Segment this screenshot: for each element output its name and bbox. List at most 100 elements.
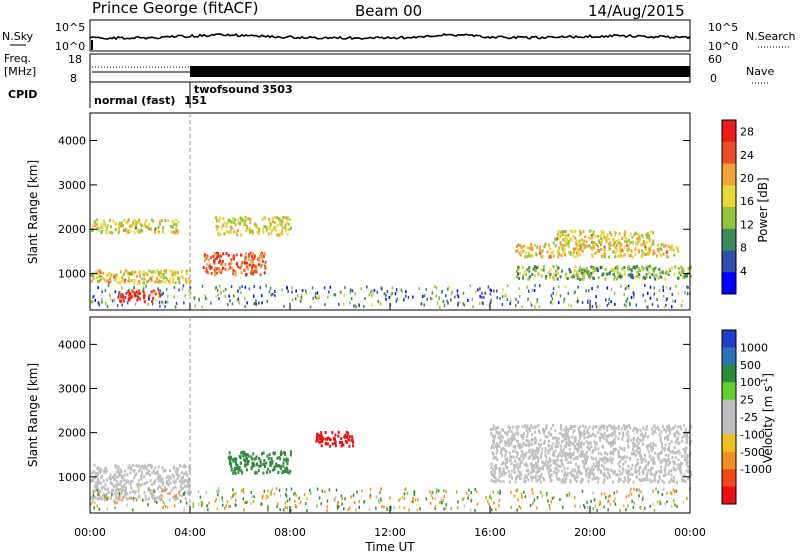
heatmap-cell bbox=[172, 475, 175, 479]
heatmap-cell bbox=[678, 463, 681, 467]
heatmap-cell bbox=[539, 284, 541, 288]
heatmap-cell bbox=[602, 272, 605, 276]
heatmap-cell bbox=[681, 274, 684, 278]
heatmap-cell bbox=[112, 219, 115, 223]
heatmap-cell bbox=[222, 217, 225, 220]
heatmap-cell bbox=[278, 218, 281, 222]
heatmap-cell bbox=[631, 235, 634, 239]
heatmap-cell bbox=[168, 498, 171, 502]
heatmap-cell bbox=[139, 484, 142, 488]
heatmap-cell bbox=[680, 477, 683, 481]
heatmap-cell bbox=[648, 272, 651, 275]
velocity-colorbar-frame bbox=[721, 329, 737, 505]
heatmap-cell bbox=[533, 243, 536, 247]
heatmap-cell bbox=[630, 438, 633, 442]
heatmap-cell bbox=[638, 494, 640, 498]
heatmap-cell bbox=[628, 253, 631, 257]
heatmap-cell bbox=[677, 436, 679, 440]
heatmap-cell bbox=[667, 244, 670, 248]
heatmap-cell bbox=[121, 293, 124, 297]
heatmap-cell bbox=[152, 219, 155, 223]
heatmap-cell bbox=[629, 301, 631, 305]
heatmap-cell bbox=[641, 432, 644, 436]
heatmap-cell bbox=[521, 425, 524, 429]
heatmap-cell bbox=[552, 291, 554, 295]
heatmap-cell bbox=[477, 288, 479, 292]
heatmap-cell bbox=[139, 467, 142, 471]
heatmap-cell bbox=[241, 285, 243, 289]
heatmap-cell bbox=[136, 282, 139, 286]
heatmap-cell bbox=[135, 464, 138, 468]
heatmap-cell bbox=[547, 470, 550, 474]
heatmap-cell bbox=[149, 473, 151, 477]
heatmap-cell bbox=[328, 290, 330, 294]
heatmap-cell bbox=[600, 457, 603, 461]
heatmap-cell bbox=[573, 457, 576, 461]
heatmap-cell bbox=[616, 270, 619, 274]
heatmap-cell bbox=[285, 494, 288, 498]
heatmap-cell bbox=[633, 452, 636, 456]
heatmap-cell bbox=[135, 472, 138, 476]
heatmap-cell bbox=[546, 461, 549, 465]
heatmap-cell bbox=[516, 275, 519, 279]
heatmap-cell bbox=[601, 435, 604, 439]
heatmap-cell bbox=[623, 273, 626, 276]
heatmap-cell bbox=[177, 231, 180, 235]
heatmap-cell bbox=[595, 463, 598, 467]
heatmap-cell bbox=[219, 270, 222, 274]
heatmap-cell bbox=[184, 484, 186, 488]
heatmap-cell bbox=[678, 441, 681, 445]
heatmap-cell bbox=[558, 285, 560, 289]
heatmap-cell bbox=[386, 508, 389, 512]
heatmap-cell bbox=[139, 274, 142, 278]
heatmap-cell bbox=[103, 221, 106, 225]
heatmap-cell bbox=[613, 432, 616, 436]
heatmap-cell bbox=[463, 504, 466, 508]
heatmap-cell bbox=[113, 475, 116, 479]
heatmap-cell bbox=[350, 495, 352, 499]
heatmap-cell bbox=[170, 225, 173, 228]
heatmap-cell bbox=[101, 494, 104, 498]
heatmap-cell bbox=[528, 266, 531, 270]
heatmap-cell bbox=[515, 245, 518, 248]
heatmap-cell bbox=[214, 499, 217, 503]
heatmap-cell bbox=[632, 505, 635, 509]
heatmap-cell bbox=[314, 292, 317, 295]
heatmap-cell bbox=[101, 300, 103, 304]
heatmap-cell bbox=[557, 230, 560, 233]
heatmap-cell bbox=[579, 231, 582, 235]
heatmap-cell bbox=[506, 298, 509, 301]
heatmap-cell bbox=[517, 243, 520, 247]
heatmap-cell bbox=[575, 447, 578, 451]
power-colorbar-swatch bbox=[722, 141, 736, 164]
heatmap-cell bbox=[637, 468, 640, 472]
heatmap-cell bbox=[642, 434, 645, 438]
heatmap-cell bbox=[289, 226, 292, 230]
heatmap-cell bbox=[648, 234, 651, 238]
heatmap-cell bbox=[601, 232, 604, 235]
heatmap-cell bbox=[96, 471, 99, 475]
heatmap-cell bbox=[222, 252, 225, 256]
heatmap-cell bbox=[614, 251, 617, 255]
heatmap-cell bbox=[585, 244, 587, 248]
heatmap-cell bbox=[618, 239, 621, 243]
heatmap-cell bbox=[261, 260, 264, 263]
heatmap-cell bbox=[608, 475, 611, 479]
heatmap-cell bbox=[582, 230, 585, 234]
heatmap-cell bbox=[116, 491, 119, 495]
heatmap-cell bbox=[136, 298, 139, 302]
heatmap-cell bbox=[143, 281, 145, 285]
heatmap-cell bbox=[568, 455, 571, 459]
heatmap-cell bbox=[614, 434, 617, 438]
heatmap-cell bbox=[617, 451, 620, 455]
heatmap-cell bbox=[683, 274, 686, 278]
heatmap-cell bbox=[594, 269, 597, 273]
heatmap-cell bbox=[521, 265, 524, 269]
heatmap-cell bbox=[499, 441, 502, 444]
heatmap-cell bbox=[119, 270, 122, 274]
heatmap-cell bbox=[188, 482, 191, 486]
heatmap-cell bbox=[222, 223, 225, 227]
heatmap-cell bbox=[623, 292, 625, 296]
heatmap-cell bbox=[162, 482, 165, 486]
heatmap-cell bbox=[255, 265, 258, 269]
